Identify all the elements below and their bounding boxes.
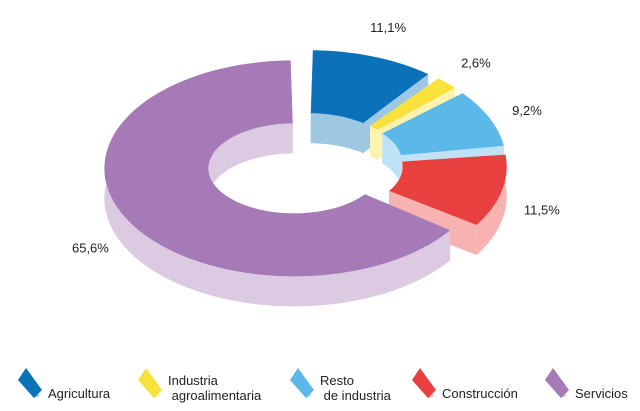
legend-label: Agricultura bbox=[48, 386, 111, 401]
legend-label-line: Industria bbox=[168, 373, 219, 388]
legend-label-line: agroalimentaria bbox=[168, 388, 262, 403]
legend-swatch bbox=[290, 368, 314, 398]
data-label: 65,6% bbox=[72, 241, 109, 256]
legend-swatch bbox=[18, 368, 42, 398]
data-label: 9,2% bbox=[512, 103, 542, 118]
slice bbox=[370, 78, 455, 130]
slice-end-wall bbox=[389, 190, 477, 255]
data-label: 2,6% bbox=[461, 56, 491, 71]
slice-inner-wall bbox=[310, 113, 363, 154]
legend-swatch bbox=[412, 368, 436, 398]
legend-label: Construcción bbox=[442, 386, 518, 401]
legend-label: Servicios bbox=[575, 386, 628, 401]
data-label: 11,5% bbox=[524, 203, 560, 218]
slice-outer-wall bbox=[476, 154, 507, 255]
legend-label: Industria agroalimentaria bbox=[168, 373, 262, 403]
legend-swatch bbox=[545, 368, 569, 398]
legend-swatch bbox=[138, 368, 162, 398]
labels: 11,1% 2,6% 9,2% 11,5% 65,6% bbox=[72, 20, 560, 256]
slice bbox=[382, 93, 504, 156]
legend-label: Resto de industria bbox=[320, 373, 392, 403]
slice bbox=[104, 60, 451, 277]
legend-label-line: de industria bbox=[320, 388, 392, 403]
slice bbox=[310, 50, 429, 124]
tops bbox=[104, 50, 507, 277]
legend-label-line: Resto bbox=[320, 373, 354, 388]
slice bbox=[389, 154, 507, 225]
data-label: 11,1% bbox=[370, 20, 406, 35]
